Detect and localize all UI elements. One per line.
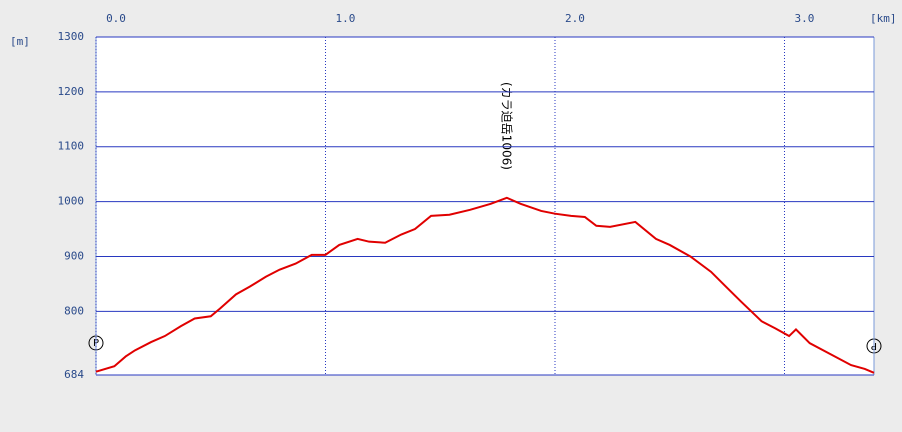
elevation-line [95,196,875,374]
x-unit: [km] [870,12,897,25]
x-tick-label: 0.0 [106,12,126,25]
y-tick-label: 800 [64,304,84,317]
y-tick-label: 684 [64,368,84,381]
y-tick-label: 1100 [58,140,85,153]
y-tick-label: 900 [64,249,84,262]
y-tick-label: 1000 [58,195,85,208]
x-tick-label: 3.0 [795,12,815,25]
y-tick-label: 1300 [58,30,85,43]
x-tick-label: 1.0 [336,12,356,25]
peak-label: (カラ迫岳1006) [500,82,514,170]
x-tick-label: 2.0 [565,12,585,25]
y-tick-label: 1200 [58,85,85,98]
y-unit: [m] [10,35,30,48]
